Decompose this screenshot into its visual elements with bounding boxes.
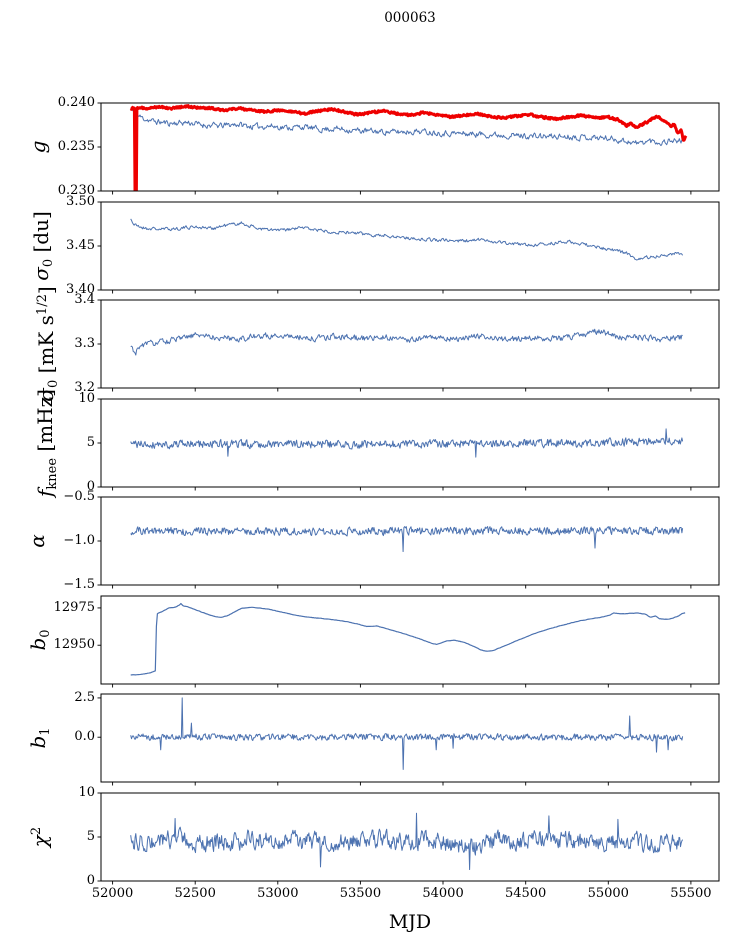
panel-fknee: [97, 398, 720, 491]
series-chi2: [130, 812, 684, 871]
ytick-alpha-−1.0: −1.0: [63, 533, 95, 548]
series-b0: [130, 602, 686, 676]
ytick-alpha-−1.5: −1.5: [63, 577, 95, 592]
ytick-g-0.235: 0.235: [57, 139, 95, 154]
ytick-sigma0-mK-3.3: 3.3: [74, 336, 95, 351]
series-sigma0-mK: [130, 328, 683, 356]
xtick-54500: 54500: [504, 886, 547, 901]
panel-sigma0-du: [97, 201, 720, 294]
series-sigma0-du: [130, 218, 684, 261]
ytick-chi2-5: 5: [86, 829, 95, 844]
ytick-sigma0-du-3.45: 3.45: [66, 238, 95, 253]
series-b1: [130, 697, 684, 770]
ytick-g-0.230: 0.230: [57, 183, 95, 198]
xtick-52500: 52500: [174, 886, 216, 901]
ytick-sigma0-du-3.40: 3.40: [66, 282, 95, 297]
ytick-fknee-0: 0: [86, 479, 95, 494]
panel-g: [97, 102, 720, 195]
ytick-chi2-10: 10: [78, 785, 95, 800]
ytick-g-0.240: 0.240: [57, 95, 95, 110]
ytick-b0-12975: 12975: [53, 599, 95, 615]
xtick-54000: 54000: [422, 886, 464, 901]
ytick-b1-0.0: 0.0: [74, 729, 95, 745]
xtick-55500: 55500: [670, 886, 712, 901]
series-fknee: [130, 428, 684, 458]
series-gain-raw: [130, 108, 683, 147]
ytick-fknee-10: 10: [78, 391, 95, 406]
ytick-alpha-−0.5: −0.5: [63, 489, 95, 504]
xtick-53000: 53000: [257, 886, 299, 901]
ytick-chi2-0: 0: [86, 873, 95, 888]
chart-title: 000063: [384, 10, 436, 26]
xtick-52000: 52000: [91, 886, 134, 901]
panel-b0: [97, 595, 720, 688]
xtick-55000: 55000: [587, 886, 629, 901]
ylabel-chi2: χ2: [28, 826, 52, 848]
xtick-53500: 53500: [339, 886, 382, 901]
ytick-b0-12950: 12950: [53, 637, 95, 653]
ytick-sigma0-mK-3.4: 3.4: [74, 292, 95, 307]
panel-b1: [97, 693, 720, 786]
ytick-sigma0-du-3.50: 3.50: [66, 194, 95, 209]
panel-alpha: [97, 496, 720, 589]
panel-chi2: [97, 792, 720, 885]
series-alpha: [130, 525, 684, 553]
ytick-b1-2.5: 2.5: [74, 689, 95, 705]
series-gain-smoothed: [129, 104, 688, 191]
panel-sigma0-mK: [97, 299, 720, 392]
ytick-fknee-5: 5: [86, 435, 95, 450]
ytick-sigma0-mK-3.2: 3.2: [74, 380, 95, 395]
x-axis-label: MJD: [388, 911, 432, 933]
